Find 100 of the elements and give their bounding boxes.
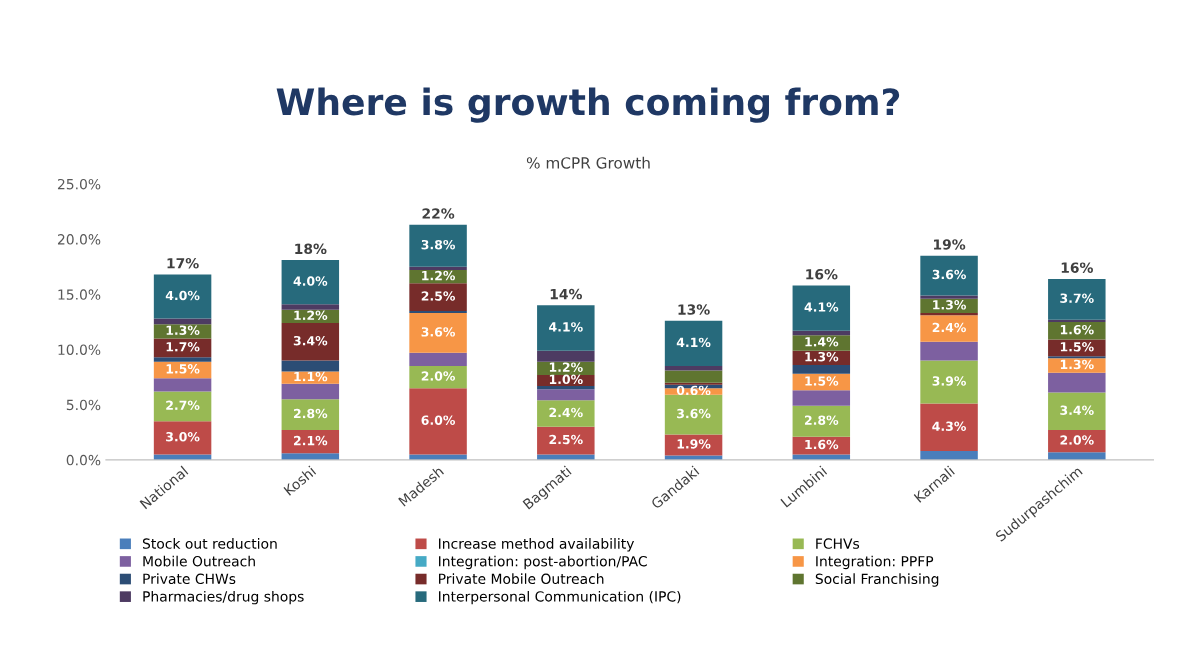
data-label: 1.5% (1060, 342, 1094, 352)
total-label: 16% (806, 269, 838, 280)
data-label: 1.5% (166, 364, 200, 374)
data-label: 2.4% (932, 322, 966, 333)
bar (281, 360, 340, 372)
data-label: 1.9% (677, 439, 711, 449)
bar (409, 224, 467, 267)
bar (537, 350, 595, 362)
bar (920, 255, 978, 296)
legend-label: FCHVs (816, 538, 860, 549)
bar (281, 430, 340, 454)
y-tick-label: 20.0% (57, 234, 101, 245)
data-label: 4.0% (293, 276, 328, 286)
legend-label: Integration: PPFP (816, 555, 934, 570)
data-label: 1.2% (294, 310, 328, 321)
data-label: 4.0% (165, 290, 200, 301)
bar (792, 364, 851, 374)
bar (153, 318, 212, 325)
data-label: 1.2% (549, 362, 583, 372)
bar (792, 405, 851, 437)
bar (664, 370, 723, 383)
bar (153, 378, 212, 392)
bar (537, 305, 595, 351)
data-label: 1.1% (294, 371, 328, 382)
data-label: 2.4% (549, 407, 583, 418)
data-label: 3.7% (1060, 293, 1094, 303)
bar (664, 320, 723, 367)
bar (409, 366, 467, 389)
bar (537, 426, 595, 455)
bar (664, 455, 723, 460)
bar (409, 454, 467, 460)
legend-label: Interpersonal Communication (IPC) (439, 590, 681, 605)
bar (537, 385, 595, 390)
bar (281, 260, 340, 305)
y-tick-label: 0.0% (66, 454, 101, 466)
bar (1048, 321, 1106, 340)
bar (537, 400, 595, 427)
bar (1048, 319, 1106, 322)
bar (409, 313, 467, 353)
bar (1048, 430, 1106, 453)
legend-label: Social Franchising (815, 573, 939, 587)
bar (1048, 356, 1106, 359)
data-label: 4.1% (549, 322, 583, 332)
bar (920, 295, 978, 299)
legend-label: Stock out reduction (142, 538, 277, 549)
data-label: 6.0% (421, 415, 456, 425)
legend-label: Mobile Outreach (143, 555, 255, 567)
data-label: 2.0% (421, 371, 456, 381)
data-label: 1.0% (549, 374, 583, 385)
data-label: 2.5% (421, 291, 456, 301)
bar (281, 323, 340, 361)
bar (537, 454, 595, 460)
bar (664, 382, 723, 385)
bar (153, 421, 212, 455)
data-label: 2.0% (1060, 435, 1094, 445)
bar (409, 352, 467, 367)
bar (409, 388, 467, 455)
legend-label: Private Mobile Outreach (439, 573, 604, 585)
bar (792, 330, 851, 336)
bar (1048, 392, 1106, 431)
bar (153, 338, 212, 358)
total-label: 22% (422, 208, 455, 219)
data-label: 3.6% (932, 269, 966, 280)
y-tick-label: 15.0% (58, 289, 101, 300)
legend-label: Increase method availability (439, 538, 635, 552)
chart-title: Where is growth coming from? (276, 87, 900, 123)
bar (537, 389, 595, 401)
y-tick-label: 5.0% (66, 399, 101, 411)
bar (1048, 278, 1106, 320)
y-tick-label: 25.0% (57, 178, 101, 190)
legend-label: Private CHWs (143, 573, 236, 585)
total-label: 13% (678, 304, 710, 315)
data-label: 1.3% (805, 351, 839, 362)
chart-subtitle: % mCPR Growth (526, 156, 650, 169)
data-label: 4.1% (804, 302, 839, 312)
bar (281, 453, 340, 460)
data-label: 3.6% (677, 408, 711, 419)
bar (153, 357, 212, 362)
data-label: 2.8% (293, 408, 328, 419)
bar (920, 451, 978, 460)
total-label: 17% (167, 257, 199, 269)
data-label: 1.2% (422, 270, 456, 281)
data-label: 1.3% (1060, 359, 1094, 370)
bar (409, 266, 467, 271)
bar (920, 313, 978, 316)
bar (153, 274, 212, 319)
data-label: 3.4% (293, 335, 328, 346)
bar (920, 403, 978, 452)
data-label: 3.6% (421, 327, 456, 337)
total-label: 16% (1061, 262, 1093, 273)
bar (409, 310, 467, 314)
bar (664, 366, 723, 371)
bar (664, 394, 723, 435)
legend-label: Pharmacies/drug shops (143, 590, 304, 605)
bar (1048, 358, 1106, 373)
data-label: 1.3% (166, 325, 200, 335)
data-label: 2.7% (166, 400, 200, 410)
bar (1048, 372, 1106, 393)
data-label: 4.3% (932, 421, 966, 431)
bar (792, 454, 851, 460)
